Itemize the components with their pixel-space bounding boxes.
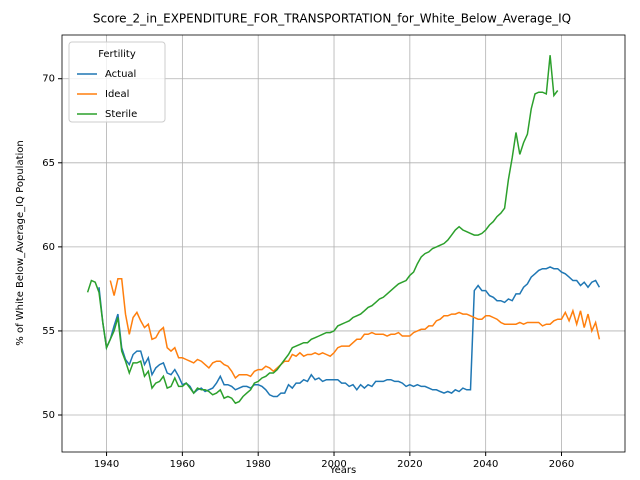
chart-title: Score_2_in_EXPENDITURE_FOR_TRANSPORTATIO… — [93, 12, 571, 26]
x-tick-label: 2020 — [397, 459, 422, 470]
data-line — [86, 55, 559, 405]
x-tick-label: 2040 — [473, 459, 498, 470]
legend-title: Fertility — [98, 49, 136, 60]
y-tick-label: 50 — [42, 410, 55, 421]
y-tick-label: 70 — [42, 74, 55, 85]
x-tick-label: 1980 — [245, 459, 270, 470]
y-tick-label: 55 — [42, 326, 55, 337]
y-axis-label: % of White Below_Average_IQ Population — [15, 140, 26, 345]
x-tick-label: 1960 — [170, 459, 195, 470]
legend-label: Ideal — [105, 89, 129, 100]
x-tick-label: 1940 — [94, 459, 119, 470]
data-line — [98, 266, 601, 398]
data-line — [109, 278, 601, 380]
legend-label: Actual — [105, 69, 136, 80]
y-tick-label: 60 — [42, 242, 55, 253]
x-tick-label: 2060 — [549, 459, 574, 470]
legend-label: Sterile — [105, 109, 137, 120]
plot-frame — [61, 34, 626, 453]
y-tick-label: 65 — [42, 158, 55, 169]
x-axis-label: Years — [329, 465, 356, 476]
x-tick-label: 2000 — [321, 459, 346, 470]
legend-box — [68, 41, 166, 123]
